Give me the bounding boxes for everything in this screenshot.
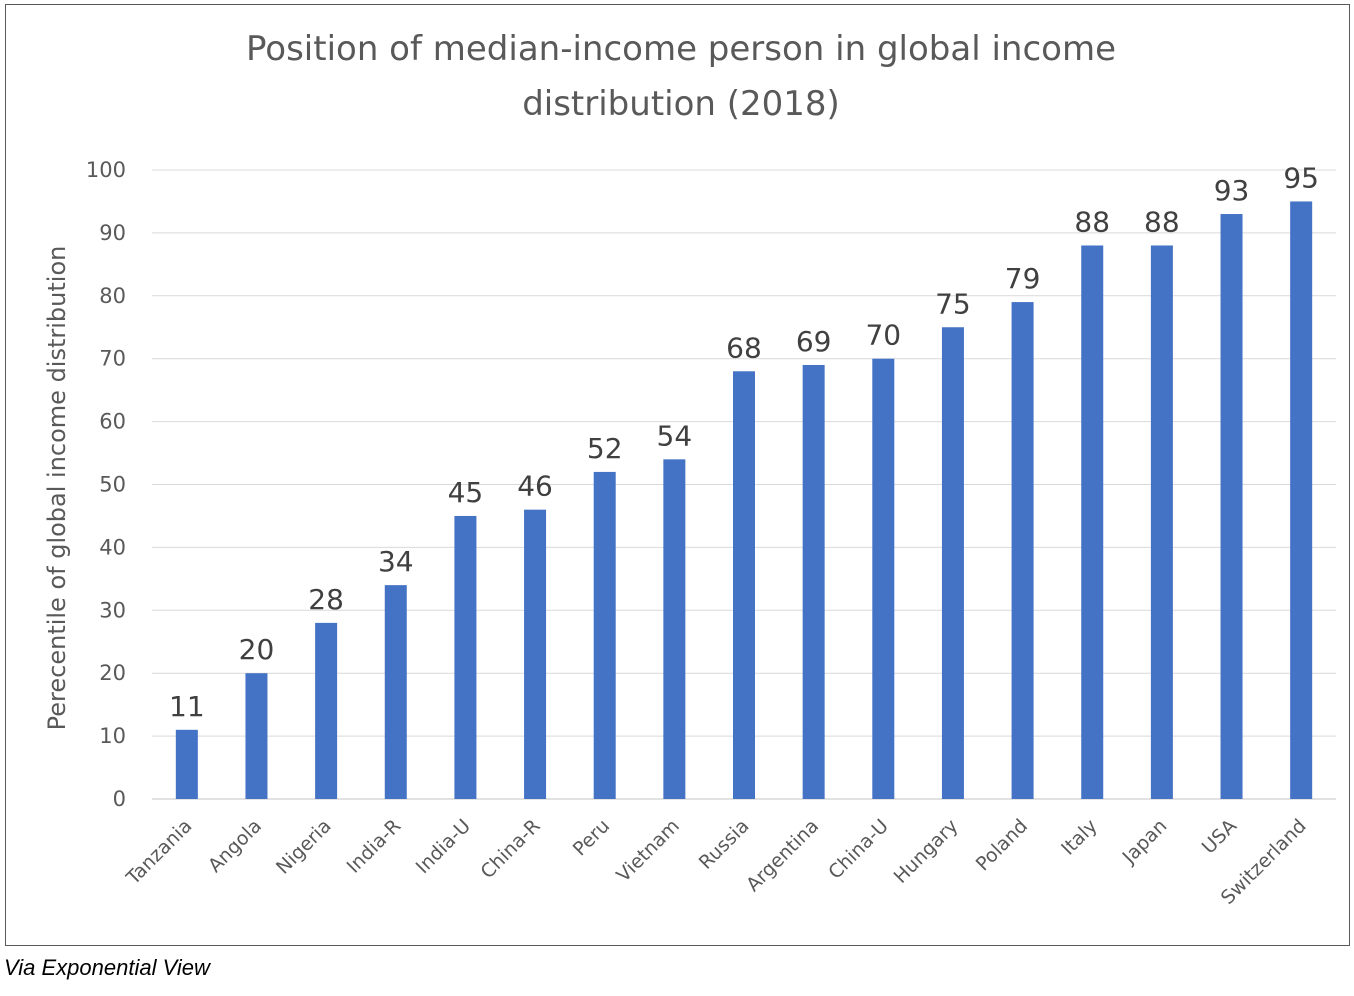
chart-title-line-1: Position of median-income person in glob…	[246, 29, 1116, 69]
y-tick-label: 90	[99, 221, 126, 245]
y-tick-label: 30	[99, 598, 126, 622]
x-tick-label: Italy	[1057, 815, 1102, 860]
x-tick-label: Poland	[972, 815, 1032, 875]
data-label: 75	[935, 287, 971, 320]
x-tick-label: Tanzania	[122, 815, 197, 890]
data-label: 54	[657, 419, 693, 452]
data-label: 68	[726, 331, 762, 364]
bars	[175, 201, 1313, 800]
x-tick-label: Japan	[1118, 815, 1172, 869]
bar-china-r	[524, 509, 547, 799]
y-tick-label: 100	[86, 158, 126, 182]
data-label: 93	[1214, 174, 1250, 207]
data-label: 45	[448, 476, 484, 509]
data-label: 88	[1074, 205, 1110, 238]
x-tick-label: Nigeria	[272, 815, 336, 879]
bar-italy	[1081, 245, 1104, 800]
data-label: 52	[587, 432, 623, 465]
x-tick-label: Peru	[569, 815, 614, 860]
data-label: 34	[378, 545, 414, 578]
bar-poland	[1011, 302, 1034, 799]
source-caption: Via Exponential View	[4, 955, 210, 980]
y-axis-label: Perecentile of global income distributio…	[43, 246, 71, 731]
x-tick-label: Hungary	[890, 815, 963, 888]
x-tick-label: Vietnam	[612, 815, 684, 887]
bar-usa	[1220, 214, 1243, 799]
x-tick-label: China-U	[824, 815, 893, 884]
data-labels: 11 20 28 34 45 46 52 54 68 69 70 75 79 88 88 93 95	[169, 161, 1319, 722]
y-axis-ticks: 0 10 20 30 40 50 60 70 80 90 100	[86, 158, 126, 811]
bar-peru	[593, 471, 616, 799]
bar-china-u	[872, 358, 895, 799]
data-label: 69	[796, 325, 832, 358]
data-label: 95	[1283, 161, 1319, 194]
bar-japan	[1150, 245, 1173, 800]
x-tick-label: Russia	[695, 815, 754, 874]
data-label: 11	[169, 690, 205, 723]
x-tick-label: China-R	[476, 815, 544, 883]
data-label: 70	[865, 319, 901, 352]
bar-india-r	[384, 585, 407, 799]
bar-tanzania	[175, 729, 198, 799]
y-tick-label: 0	[113, 787, 126, 811]
bar-india-u	[454, 515, 477, 799]
data-label: 28	[308, 583, 344, 616]
y-tick-label: 10	[99, 724, 126, 748]
chart-frame: Position of median-income person in glob…	[5, 4, 1350, 946]
x-tick-label: India-U	[412, 815, 475, 878]
data-label: 46	[517, 470, 553, 503]
bar-nigeria	[315, 622, 338, 799]
y-tick-label: 80	[99, 284, 126, 308]
bar-angola	[245, 673, 268, 799]
data-label: 88	[1144, 205, 1180, 238]
bar-argentina	[802, 364, 825, 799]
x-tick-label: India-R	[343, 815, 406, 878]
data-label: 79	[1005, 262, 1041, 295]
x-tick-label: USA	[1198, 815, 1241, 858]
x-tick-label: Angola	[204, 815, 266, 877]
bar-russia	[733, 371, 755, 799]
data-label: 20	[239, 633, 275, 666]
bar-switzerland	[1290, 201, 1313, 799]
x-axis-ticks: Tanzania Angola Nigeria India-R India-U China…	[122, 815, 1311, 909]
bar-chart: Position of median-income person in glob…	[43, 29, 1336, 909]
chart-title-line-2: distribution (2018)	[522, 84, 840, 124]
x-tick-label: Argentina	[742, 815, 823, 896]
y-tick-label: 40	[99, 535, 126, 559]
y-tick-label: 20	[99, 661, 126, 685]
y-tick-label: 60	[99, 410, 126, 434]
y-tick-label: 70	[99, 347, 126, 371]
bar-hungary	[941, 327, 964, 799]
y-tick-label: 50	[99, 473, 126, 497]
bar-vietnam	[663, 459, 686, 799]
